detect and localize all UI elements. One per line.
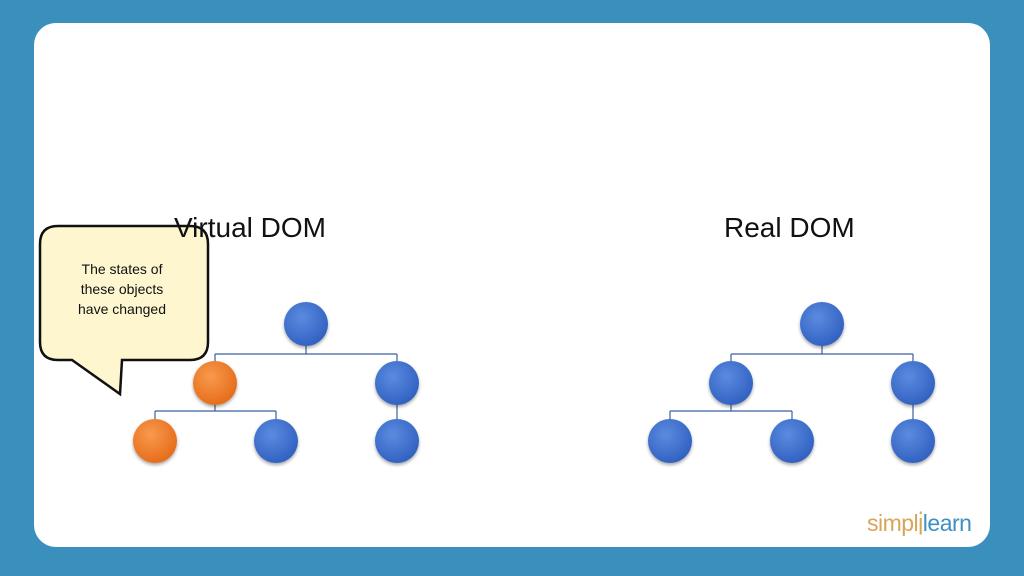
vdom-node-child-right (375, 361, 419, 405)
callout-line-1: The states of (81, 261, 163, 277)
real-dom-title: Real DOM (724, 212, 855, 243)
callout-bubble (38, 224, 210, 397)
virtual-dom-title: Virtual DOM (174, 212, 326, 243)
rdom-node-grandchild-left-a (648, 419, 692, 463)
rdom-node-child-left (709, 361, 753, 405)
simplilearn-logo: simplilearn (867, 506, 972, 541)
vdom-node-child-left-changed (193, 361, 237, 405)
rdom-node-grandchild-left-b (770, 419, 814, 463)
vdom-node-root (284, 302, 328, 346)
callout-text: The states of these objects have changed (44, 259, 200, 319)
rdom-node-root (800, 302, 844, 346)
virtual-tree-connectors (154, 346, 398, 420)
rdom-node-grandchild-right (891, 419, 935, 463)
logo-part-simpl: simpl (867, 510, 919, 536)
rdom-node-child-right (891, 361, 935, 405)
real-tree-connectors (669, 346, 914, 420)
logo-part-i: i (918, 506, 923, 542)
vdom-node-grandchild-right (375, 419, 419, 463)
callout-line-3: have changed (78, 301, 166, 317)
real-tree (648, 302, 935, 463)
logo-part-learn: learn (922, 510, 972, 536)
vdom-node-grandchild-left-b (254, 419, 298, 463)
callout-line-2: these objects (80, 281, 164, 297)
vdom-node-grandchild-left-a-changed (133, 419, 177, 463)
virtual-tree (133, 302, 419, 463)
